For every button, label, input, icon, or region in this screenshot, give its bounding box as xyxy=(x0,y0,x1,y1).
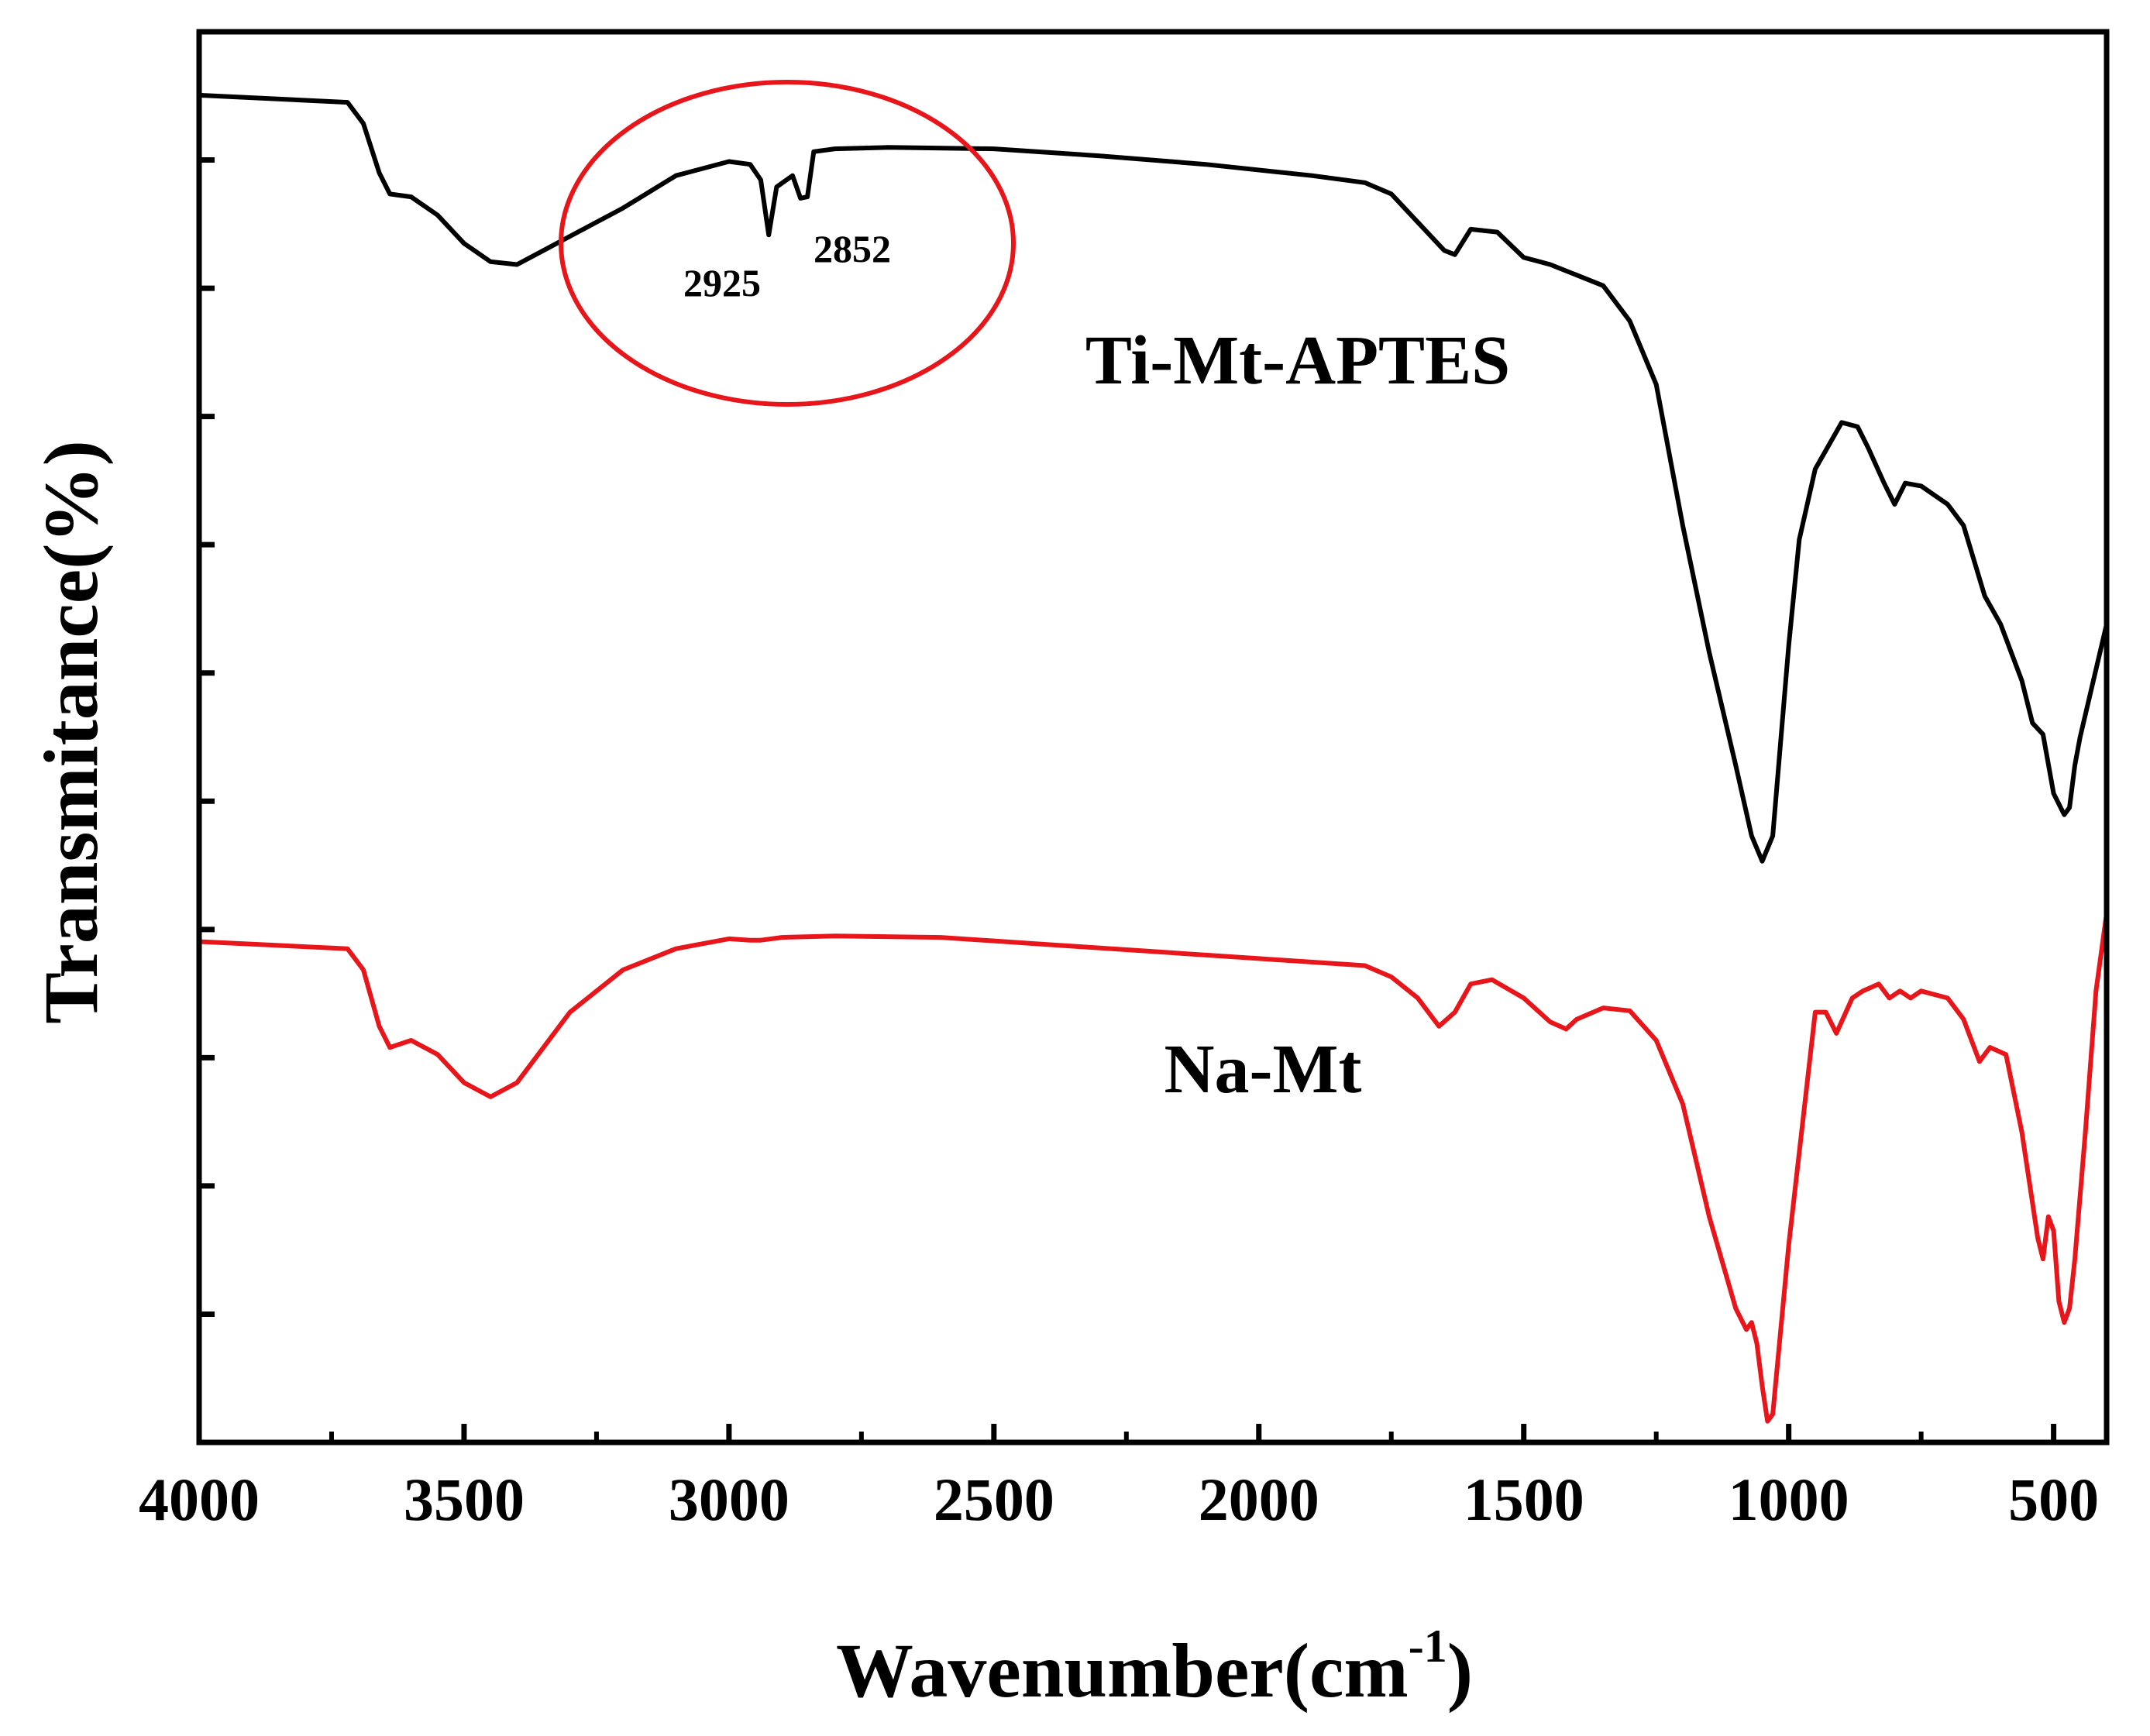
y-axis-title: Transmitance(%) xyxy=(28,440,114,1024)
peak-label-2925: 2925 xyxy=(683,261,761,304)
x-tick-label: 2000 xyxy=(1199,1466,1319,1533)
x-axis-title-sup: -1 xyxy=(1409,1621,1447,1672)
series-label-ti-mt-aptes: Ti-Mt-APTES xyxy=(1085,322,1510,399)
x-tick-label: 3500 xyxy=(404,1466,525,1533)
x-tick-label: 3000 xyxy=(669,1466,789,1533)
highlight-circle xyxy=(559,80,1016,407)
x-tick-labels: 4000 3500 3000 2500 2000 1500 1000 500 xyxy=(139,1466,2099,1533)
x-tick-label: 2500 xyxy=(934,1466,1054,1533)
x-axis-title-close: ) xyxy=(1447,1628,1473,1714)
x-tick-label: 500 xyxy=(2008,1466,2099,1533)
x-tick-label: 1000 xyxy=(1729,1466,1849,1533)
plot-frame xyxy=(196,29,2110,1446)
x-tick-label: 1500 xyxy=(1464,1466,1584,1533)
peak-label-2852: 2852 xyxy=(814,227,891,270)
series-label-na-mt: Na-Mt xyxy=(1164,1031,1362,1108)
x-tick-label: 4000 xyxy=(139,1466,260,1533)
x-axis-title-main: Wavenumber(cm xyxy=(836,1628,1409,1714)
x-axis-title: Wavenumber(cm-1) xyxy=(836,1621,1473,1714)
series-line-na-mt xyxy=(197,911,2109,1424)
series-lines xyxy=(197,92,2109,1424)
series-line-ti-mt-aptes xyxy=(197,92,2109,864)
